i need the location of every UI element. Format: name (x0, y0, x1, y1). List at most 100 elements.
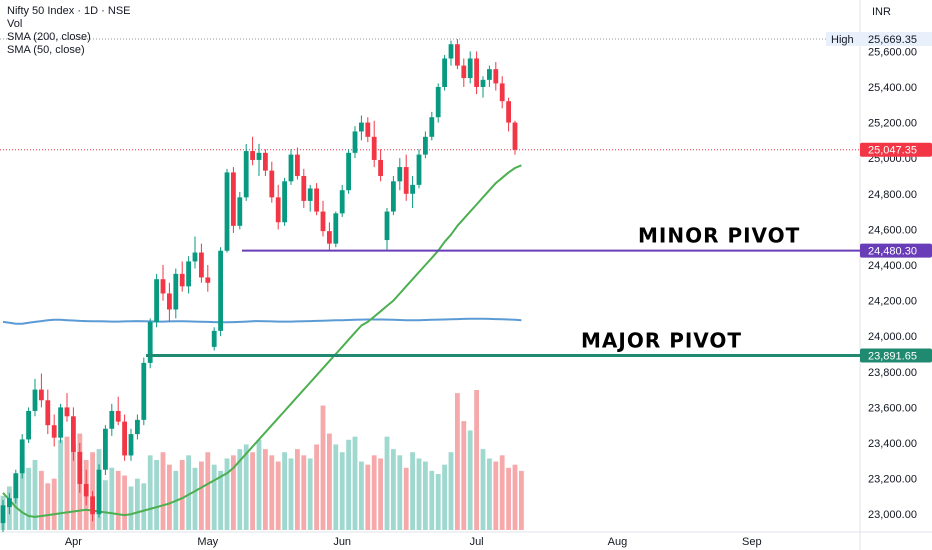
volume-bar (346, 439, 351, 530)
volume-bar (282, 452, 287, 530)
volume-bar (307, 458, 313, 530)
volume-bar (378, 458, 383, 530)
legend-vol: Vol (7, 18, 23, 30)
candle (339, 184, 345, 217)
candle (403, 154, 409, 201)
volume-bar (45, 483, 51, 530)
candle-body (339, 190, 345, 214)
pivot-price-tag (860, 348, 932, 363)
candle (512, 120, 518, 155)
candle-body (179, 273, 185, 287)
candle-body (269, 170, 275, 198)
candle (455, 39, 460, 70)
candle-body (237, 197, 243, 226)
candle-body (205, 277, 211, 283)
candle (314, 183, 319, 216)
last-price-tag (860, 142, 932, 157)
candle (301, 168, 307, 209)
candle-body (224, 172, 230, 251)
candle (64, 393, 70, 422)
candle (205, 264, 211, 292)
candle-body (480, 79, 486, 87)
time-tick-label: May (197, 536, 218, 548)
candle-body (32, 389, 38, 411)
candle (167, 282, 172, 322)
candle-body (186, 261, 191, 287)
high-tag-value: 25,669.35 (868, 34, 917, 46)
candle-body (346, 152, 351, 191)
volume-bar (147, 455, 153, 530)
candle-body (135, 419, 140, 435)
volume-bar (167, 464, 172, 530)
volume-bar (487, 458, 492, 530)
candle (448, 40, 454, 66)
volume-bar (493, 461, 499, 530)
volume-bar (275, 461, 281, 530)
candle-body (429, 117, 435, 137)
volume-bar (224, 458, 230, 530)
pivot-price-tag-text: 23,891.65 (868, 350, 917, 362)
candle (487, 65, 492, 87)
candle-body (314, 188, 319, 212)
high-tag-label: High (831, 34, 854, 46)
candle (269, 161, 275, 203)
time-tick-label: Aug (608, 536, 628, 548)
candle (365, 117, 371, 143)
candle (77, 442, 83, 493)
volume-bar (352, 436, 358, 530)
volume-bar (397, 455, 403, 530)
volume-bar (218, 470, 223, 530)
candle-body (512, 122, 518, 150)
candle (147, 318, 153, 369)
candle (275, 184, 281, 230)
price-tick-label: 24,600.00 (868, 224, 917, 236)
candle-body (199, 252, 204, 278)
candle-body (45, 400, 51, 426)
candle-body (90, 496, 95, 515)
volume-bar (339, 452, 345, 530)
candle (378, 149, 383, 182)
candle-body (416, 154, 422, 185)
candle-body (493, 69, 499, 84)
volume-bar (403, 467, 409, 530)
candle-body (173, 273, 179, 310)
candle-body (487, 69, 492, 80)
price-tick-label: 23,200.00 (868, 474, 917, 486)
candle (13, 469, 19, 504)
candle-body (141, 362, 147, 420)
volume-bar (512, 464, 518, 530)
candle (333, 211, 339, 248)
last-price-tag-text: 25,047.35 (868, 145, 917, 157)
volume-bar (467, 430, 473, 530)
candle (128, 428, 134, 461)
candle-body (19, 439, 25, 474)
candle-body (211, 330, 217, 347)
candle (103, 425, 108, 476)
volume-bar (51, 478, 57, 530)
candle-body (13, 473, 19, 499)
volume-bar (103, 480, 108, 530)
candle (0, 499, 6, 532)
candle-body (288, 154, 294, 182)
candle (7, 492, 12, 515)
candle (493, 62, 499, 91)
volume-bar (64, 436, 70, 530)
candle-body (192, 252, 198, 262)
candle (135, 414, 140, 440)
candle-body (320, 211, 326, 232)
candle (237, 191, 243, 230)
candle (231, 167, 236, 233)
candle-body (327, 231, 332, 244)
pivot-price-tag-text: 24,480.30 (868, 246, 917, 258)
chart-legend: Nifty 50 Index · 1D · NSE Vol SMA (200, … (7, 5, 131, 57)
volume-bar (499, 455, 505, 530)
volume-bar (243, 444, 249, 530)
candle-body (243, 151, 249, 198)
volume-bar (384, 436, 390, 530)
candle-body (39, 389, 44, 401)
volume-bar (435, 474, 441, 530)
candle (346, 149, 351, 194)
candle (256, 143, 262, 176)
candle (307, 184, 313, 212)
